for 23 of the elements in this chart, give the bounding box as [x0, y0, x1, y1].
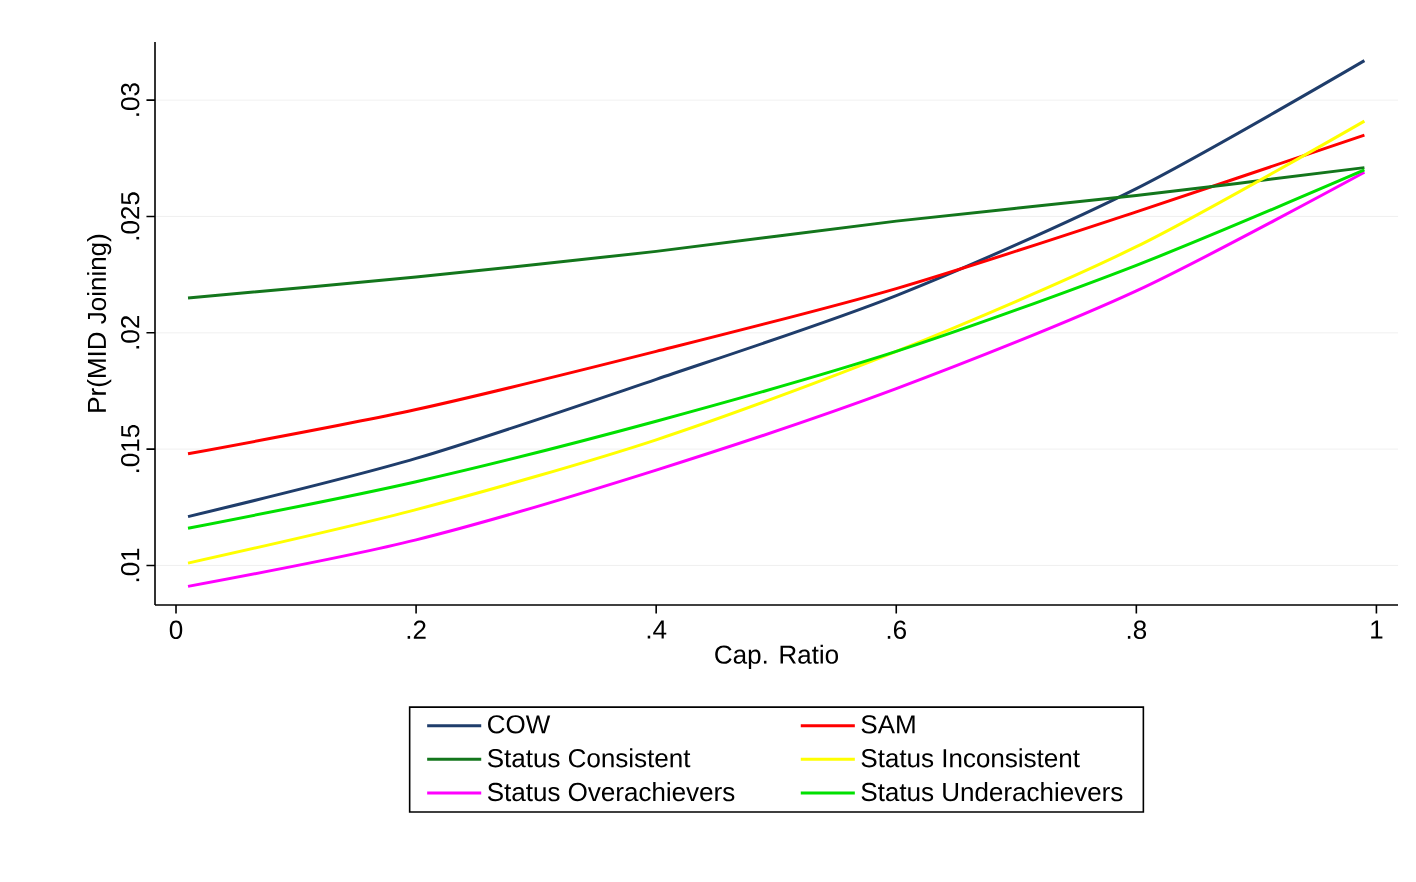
x-tick-label: 0 — [169, 620, 183, 640]
x-axis-title: Cap. Ratio — [715, 644, 839, 669]
y-tick-label: .025 — [120, 192, 140, 240]
y-tick-label: .01 — [120, 548, 140, 582]
line-series — [186, 59, 1366, 519]
x-tick-label: .2 — [407, 620, 426, 639]
y-tick-label: .03 — [120, 83, 140, 116]
legend-label: SAM — [861, 715, 915, 734]
legend-label: Status Overachievers — [487, 782, 735, 802]
x-tick-label: .4 — [647, 620, 667, 639]
legend-label: Status Inconsistent — [861, 748, 1080, 768]
y-tick-label: .02 — [120, 316, 140, 349]
x-tick-label: 1 — [1371, 620, 1383, 639]
line-series — [186, 166, 1366, 300]
x-tick-label: .6 — [887, 620, 906, 640]
legend-label: COW — [488, 715, 551, 734]
x-tick-label: .8 — [1127, 620, 1147, 640]
line-series — [186, 119, 1366, 565]
legend-label: Status Consistent — [487, 748, 691, 768]
line-series — [186, 133, 1366, 456]
y-axis-title: Pr(MID Joining) — [87, 234, 112, 412]
y-tick-label: .015 — [120, 424, 140, 473]
legend-label: Status Underachievers — [861, 782, 1123, 802]
